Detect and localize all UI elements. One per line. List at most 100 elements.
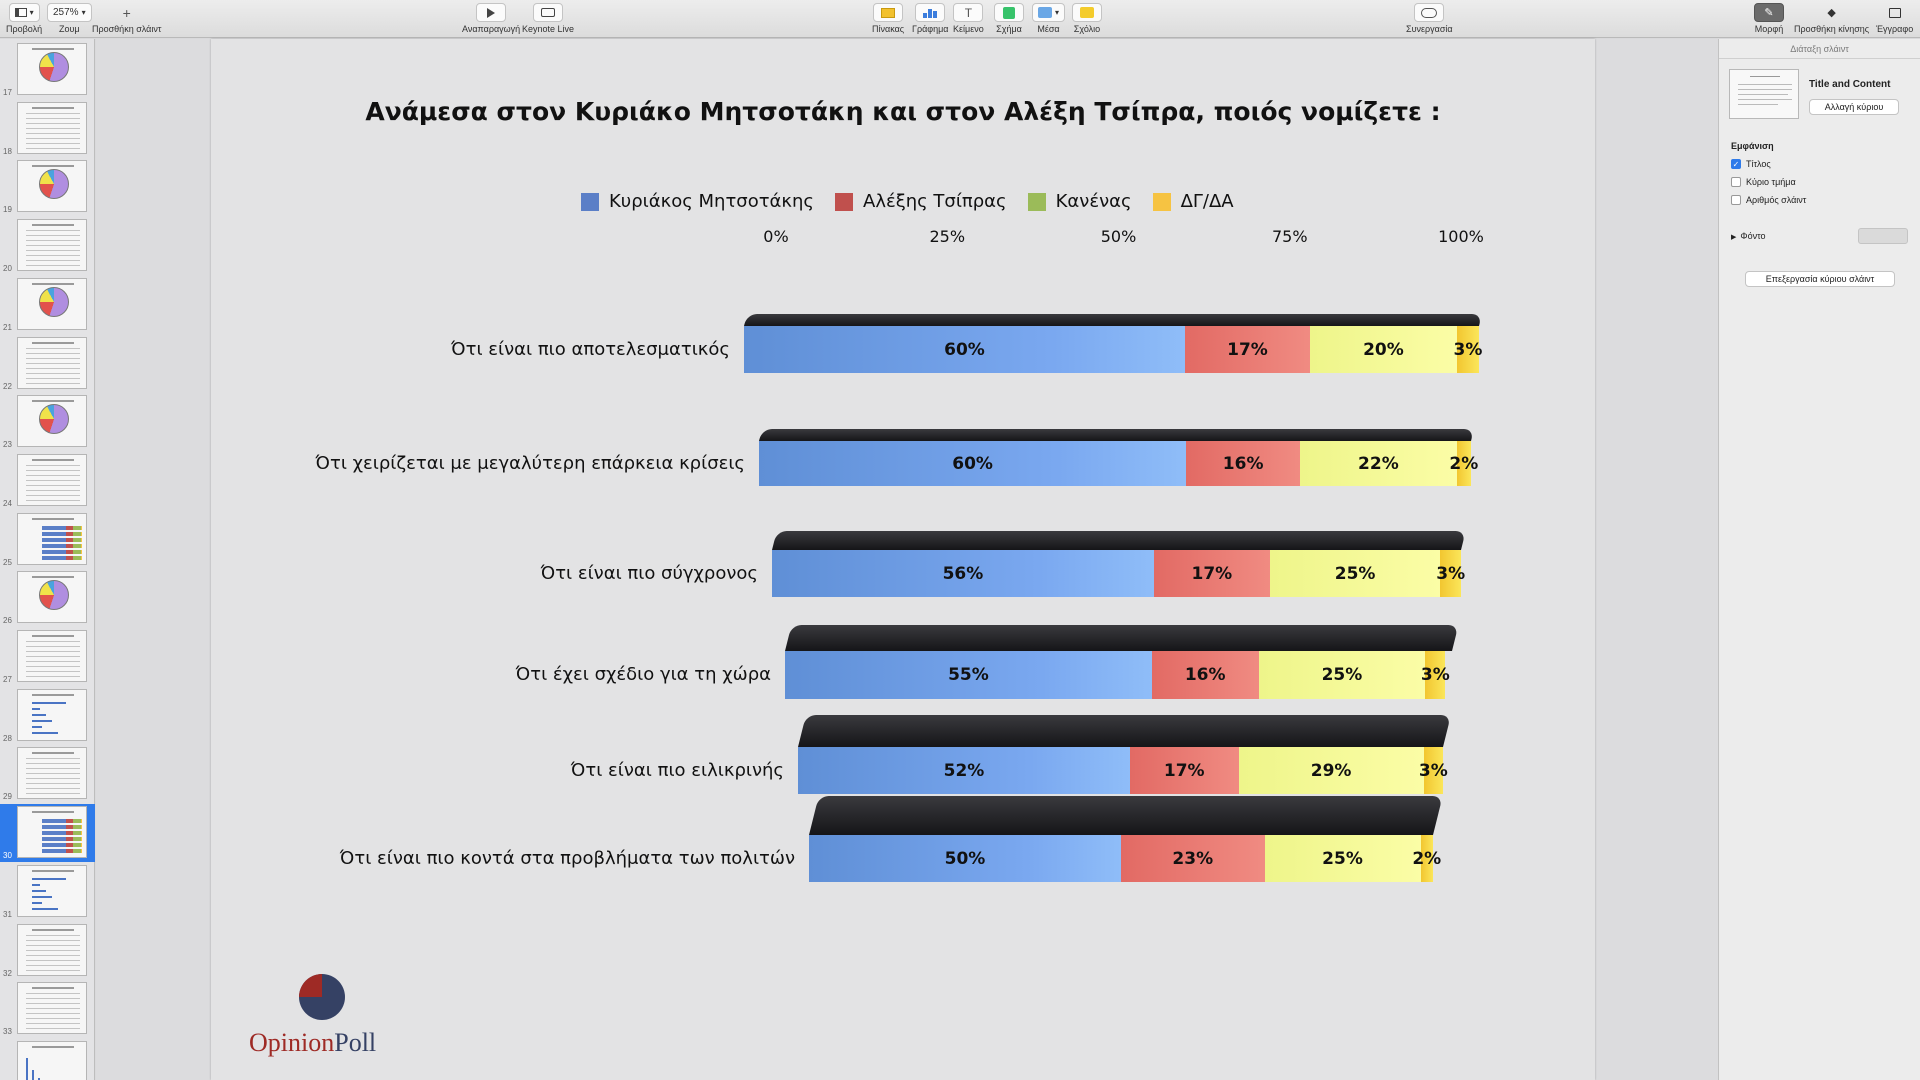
zoom-button[interactable]: 257% ▾ [47, 3, 92, 22]
insert-comment[interactable]: Σχόλιο [1072, 3, 1102, 34]
collaborate-button[interactable] [1414, 3, 1445, 22]
slide[interactable]: Ανάμεσα στον Κυριάκο Μητσοτάκη και στον … [211, 39, 1595, 1080]
add-slide[interactable]: + Προσθήκη σλάιντ [92, 3, 161, 35]
table-button[interactable] [873, 3, 904, 22]
keynote-live[interactable]: Keynote Live [522, 3, 574, 34]
slide-thumbnail[interactable] [17, 453, 87, 506]
collaborate[interactable]: Συνεργασία [1406, 3, 1453, 34]
navigator-slide[interactable]: 20 [0, 217, 95, 275]
zoom-menu[interactable]: 257% ▾ Ζουμ [47, 3, 92, 34]
navigator-slide[interactable]: 22 [0, 335, 95, 393]
navigator-slide[interactable]: 28 [0, 687, 95, 745]
stacked-bar[interactable]: 55% 16% 25% 3% [785, 625, 1459, 699]
bar-segment[interactable]: 56% [772, 550, 1154, 597]
view-menu[interactable]: ▾ Προβολή [6, 3, 42, 34]
bar-segment[interactable]: 55% [785, 651, 1152, 699]
play-button[interactable] [476, 3, 507, 22]
bar-segment[interactable]: 50% [809, 835, 1121, 882]
bar-segment[interactable]: 29% [1238, 747, 1424, 794]
bar-segment[interactable]: 3% [1436, 550, 1465, 597]
keynote-live-button[interactable] [533, 3, 564, 22]
bar-segment[interactable]: 25% [1258, 651, 1426, 699]
navigator-slide[interactable]: 32 [0, 922, 95, 980]
comment-button[interactable] [1072, 3, 1102, 22]
bar-segment[interactable]: 23% [1121, 835, 1265, 882]
title-checkbox[interactable]: ✓ Τίτλος [1731, 159, 1771, 169]
slide-thumbnail[interactable] [17, 806, 87, 859]
format-button[interactable]: ✎ [1754, 3, 1784, 22]
navigator-slide[interactable]: 29 [0, 745, 95, 803]
navigator-slide[interactable]: 23 [0, 393, 95, 451]
navigator-slide[interactable]: 31 [0, 863, 95, 921]
insert-text[interactable]: T Κείμενο [953, 3, 984, 34]
navigator-slide[interactable]: 21 [0, 276, 95, 334]
bar-segment[interactable]: 3% [1421, 651, 1450, 699]
navigator-slide[interactable]: 26 [0, 569, 95, 627]
add-slide-button[interactable]: + [112, 3, 142, 22]
slide-thumbnail[interactable] [17, 395, 87, 448]
document-button[interactable] [1880, 3, 1910, 22]
text-button[interactable]: T [953, 3, 984, 22]
navigator-slide[interactable]: 25 [0, 511, 95, 569]
body-checkbox-box[interactable] [1731, 177, 1741, 187]
slide-thumbnail[interactable] [17, 630, 87, 682]
slide-thumbnail[interactable] [17, 688, 87, 741]
play[interactable]: Αναπαραγωγή [462, 3, 520, 34]
bar-segment[interactable]: 60% [744, 326, 1185, 373]
navigator-slide[interactable]: 24 [0, 452, 95, 510]
bar-segment[interactable]: 16% [1151, 651, 1259, 699]
slide-thumbnail[interactable] [17, 747, 87, 800]
slide-thumbnail[interactable] [17, 101, 87, 154]
document-tab[interactable]: Έγγραφο [1876, 3, 1913, 34]
insert-chart[interactable]: Γράφημα [912, 3, 949, 34]
stacked-bar[interactable]: 60% 17% 20% 3% [744, 314, 1482, 373]
bar-segment[interactable]: 60% [759, 441, 1187, 486]
navigator-slide[interactable]: 33 [0, 980, 95, 1038]
disclosure-triangle-icon[interactable]: ▶ [1731, 234, 1737, 241]
bar-segment[interactable]: 16% [1186, 441, 1301, 486]
stacked-bar[interactable]: 50% 23% 25% 2% [809, 796, 1443, 882]
slide-thumbnail[interactable] [17, 571, 87, 624]
animate-button[interactable]: ◆ [1817, 3, 1847, 22]
insert-media[interactable]: ▾ Μέσα [1032, 3, 1066, 34]
bar-segment[interactable]: 17% [1129, 747, 1239, 794]
title-checkbox-box[interactable]: ✓ [1731, 159, 1741, 169]
change-master-button[interactable]: Αλλαγή κύριου [1809, 99, 1899, 115]
slide-thumbnail[interactable] [17, 982, 87, 1035]
slide-thumbnail[interactable] [17, 160, 87, 213]
slide-thumbnail[interactable] [17, 1040, 87, 1080]
navigator-slide[interactable]: 18 [0, 100, 95, 158]
layout-thumbnail[interactable] [1729, 69, 1799, 119]
slide-thumbnail[interactable] [17, 219, 87, 272]
chart-button[interactable] [915, 3, 946, 22]
background-row[interactable]: ▶ Φόντο [1731, 231, 1766, 241]
bar-segment[interactable]: 17% [1185, 326, 1310, 373]
navigator-slide[interactable]: 34 [0, 1039, 95, 1080]
slide-thumbnail[interactable] [17, 512, 87, 565]
slide-thumbnail[interactable] [17, 43, 87, 95]
slide-number-checkbox-box[interactable] [1731, 195, 1741, 205]
shape-button[interactable] [994, 3, 1024, 22]
slide-thumbnail[interactable] [17, 336, 87, 389]
bar-segment[interactable]: 3% [1454, 326, 1482, 373]
slide-thumbnail[interactable] [17, 923, 87, 976]
bar-segment[interactable]: 3% [1419, 747, 1448, 794]
bar-segment[interactable]: 52% [798, 747, 1130, 794]
edit-master-button[interactable]: Επεξεργασία κύριου σλάιντ [1745, 271, 1895, 287]
background-fill-well[interactable] [1858, 228, 1908, 244]
slide-thumbnail[interactable] [17, 277, 87, 330]
navigator-slide[interactable]: 30 [0, 804, 95, 863]
stacked-bar[interactable]: 56% 17% 25% 3% [772, 531, 1466, 597]
bar-segment[interactable]: 2% [1412, 835, 1441, 882]
format-tab[interactable]: ✎ Μορφή [1754, 3, 1784, 34]
bar-segment[interactable]: 2% [1449, 441, 1478, 486]
insert-shape[interactable]: Σχήμα [994, 3, 1024, 34]
view-button[interactable]: ▾ [8, 3, 40, 22]
insert-table[interactable]: Πίνακας [872, 3, 904, 34]
slide-title[interactable]: Ανάμεσα στον Κυριάκο Μητσοτάκη και στον … [365, 97, 1441, 126]
bar-segment[interactable]: 17% [1153, 550, 1270, 597]
bar-segment[interactable]: 20% [1309, 326, 1457, 373]
navigator-slide[interactable]: 17 [0, 41, 95, 99]
navigator-slide[interactable]: 19 [0, 158, 95, 216]
bar-segment[interactable]: 22% [1300, 441, 1457, 486]
